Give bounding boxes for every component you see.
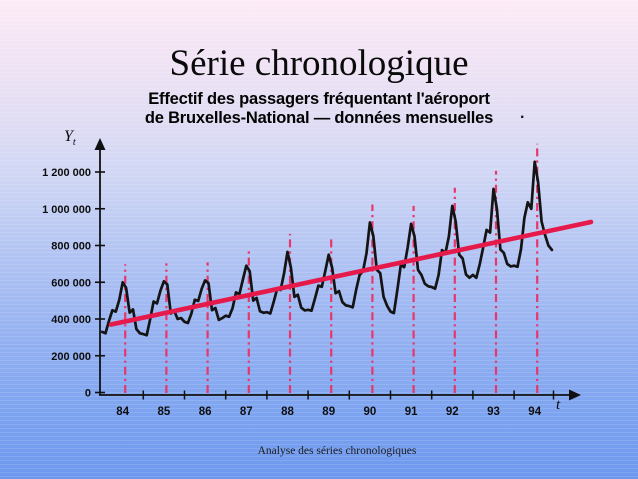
y-tick-label: 1 200 000 (42, 167, 91, 179)
trend-line (108, 219, 594, 327)
x-tick-label: 87 (240, 406, 253, 418)
x-tick-label: 88 (281, 406, 294, 418)
subtitle-trailing-dot: . (520, 105, 525, 122)
x-tick-label: 91 (405, 406, 418, 418)
x-tick-label: 93 (487, 406, 500, 418)
y-tick-label: 600 000 (51, 277, 91, 289)
y-axis-arrow (94, 138, 106, 150)
y-tick-label: 800 000 (51, 241, 91, 253)
x-tick-label: 84 (116, 406, 129, 418)
x-tick-label: 89 (322, 406, 335, 418)
y-tick-label: 1 000 000 (42, 204, 91, 216)
x-tick-label: 85 (158, 406, 171, 418)
y-axis-label: Yt (64, 128, 76, 149)
x-tick-label: 90 (364, 406, 377, 418)
x-tick-label: 92 (446, 406, 459, 418)
subtitle-line-2: de Bruxelles-National — données mensuell… (144, 108, 494, 127)
x-tick-label: 94 (528, 406, 541, 418)
x-axis-label: t (556, 397, 561, 413)
footer-caption: Analyse des séries chronologiques (257, 445, 417, 457)
slide-title: Série chronologique (169, 43, 469, 84)
subtitle-line-1: Effectif des passagers fréquentant l'aér… (148, 90, 490, 108)
x-tick-label: 86 (199, 406, 212, 418)
y-tick-label: 400 000 (51, 314, 91, 326)
chart-subtitle: Effectif des passagers fréquentant l'aér… (0, 90, 638, 127)
y-tick-label: 200 000 (51, 351, 91, 363)
x-axis-arrow (569, 389, 581, 401)
y-tick-label: 0 (85, 388, 91, 400)
data-curve (100, 160, 554, 337)
